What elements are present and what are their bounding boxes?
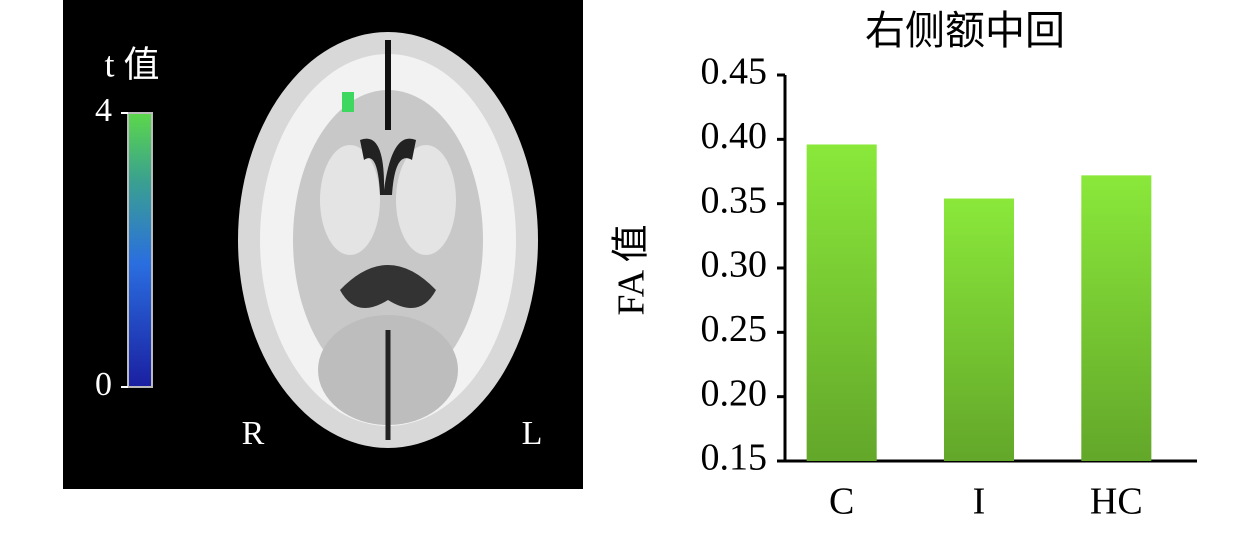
y-tick-label: 0.45: [701, 51, 768, 93]
x-tick-label: I: [973, 481, 986, 523]
y-tick-label: 0.35: [701, 179, 768, 221]
bar: [1081, 175, 1152, 462]
colorbar-tick-label: 0: [95, 366, 112, 403]
y-tick-label: 0.15: [701, 437, 768, 479]
colorbar-label: t 值: [104, 44, 159, 84]
colorbar-tick-label: 4: [95, 92, 112, 129]
side-label: R: [242, 415, 265, 452]
x-tick-label: HC: [1090, 481, 1143, 523]
y-tick-label: 0.40: [701, 115, 768, 157]
y-tick-label: 0.20: [701, 372, 768, 414]
y-tick-label: 0.25: [701, 308, 768, 350]
chart-title: 右侧额中回: [865, 8, 1065, 53]
y-axis-label: FA 值: [611, 224, 653, 315]
side-label: L: [522, 415, 543, 452]
colorbar: [127, 112, 153, 388]
brain-slice: [238, 32, 538, 448]
x-tick-label: C: [829, 481, 854, 523]
bar: [806, 144, 877, 462]
y-tick-label: 0.30: [701, 244, 768, 286]
bar: [943, 198, 1015, 461]
